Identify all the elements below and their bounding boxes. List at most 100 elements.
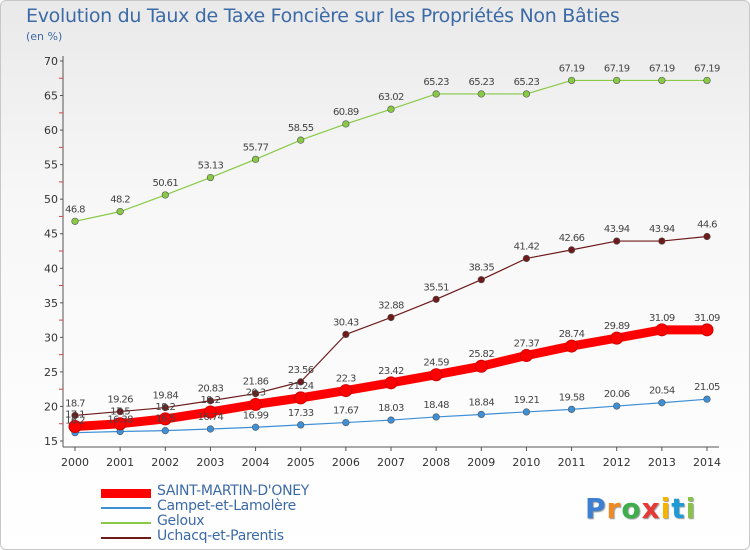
data-label-s2-8: 65.23 [423,77,449,88]
data-label-s3-10: 41.42 [514,241,540,252]
x-tick-label: 2012 [603,456,631,469]
data-point-s1-13 [658,399,666,407]
y-tick-label: 45 [44,228,58,241]
data-point-s0-8 [429,368,443,382]
legend-swatch [101,488,151,498]
data-point-s2-7 [387,105,395,113]
x-tick-label: 2002 [151,456,179,469]
data-point-s2-11 [567,76,576,85]
legend-label: Campet-et-Lamolère [157,498,296,514]
data-label-s3-3: 20.83 [198,384,224,395]
data-label-s0-12: 29.89 [604,321,630,332]
data-point-s2-13 [658,76,666,85]
data-label-s3-14: 44.6 [697,219,717,230]
x-tick-label: 2005 [287,456,315,469]
legend-label: Uchacq-et-Parentis [157,528,284,544]
logo-letter: i [685,492,697,525]
legend-swatch [101,522,151,524]
data-point-s2-2 [161,191,169,199]
data-point-s2-10 [522,90,531,98]
data-label-s2-6: 60.89 [333,107,359,118]
data-point-s3-11 [567,246,576,254]
data-label-s0-2: 18.2 [155,402,175,413]
data-label-s2-7: 63.02 [378,92,404,103]
data-point-s1-6 [342,418,350,427]
data-point-s3-4 [251,390,260,398]
x-tick-label: 2008 [422,456,450,469]
data-label-s1-3: 16.74 [198,412,224,423]
data-label-s1-9: 18.84 [468,397,494,408]
data-label-s3-9: 38.35 [468,263,494,274]
data-label-s1-7: 18.03 [378,403,404,414]
data-label-s0-3: 19.2 [200,395,220,406]
data-label-s2-10: 65.23 [514,77,540,88]
data-point-s1-3 [206,425,215,433]
data-label-s1-14: 21.05 [694,382,720,393]
data-point-s1-11 [567,405,576,413]
y-tick-label: 35 [44,297,58,310]
data-point-s1-10 [522,408,531,416]
x-tick-label: 2003 [196,456,224,469]
data-label-s2-3: 53.13 [198,161,224,172]
data-label-s1-12: 20.06 [604,389,630,400]
data-label-s1-6: 17.67 [333,406,359,417]
data-point-s0-2 [158,412,172,426]
data-point-s1-2 [161,427,169,435]
legend-label: SAINT-MARTIN-D'ONEY [157,483,310,499]
data-point-s1-9 [477,410,485,419]
logo-letter: i [660,492,672,525]
data-label-s2-12: 67.19 [604,63,630,74]
data-point-s1-5 [297,421,305,429]
x-tick-label: 2014 [693,456,721,469]
data-point-s3-12 [613,237,621,245]
data-label-s3-11: 42.66 [559,233,585,244]
data-label-s0-1: 17.5 [110,407,130,418]
chart-title: Evolution du Taux de Taxe Foncière sur l… [26,5,620,27]
data-point-s2-3 [206,173,215,182]
data-label-s1-2: 16.5 [155,414,175,425]
data-label-s2-4: 55.77 [243,142,269,153]
data-point-s2-14 [703,76,711,85]
y-unit-label: (en %) [26,30,63,43]
proxiti-logo: Proxiti [585,492,696,525]
x-tick-label: 2007 [377,456,405,469]
y-tick-label: 15 [44,435,58,448]
y-tick-label: 40 [44,262,58,275]
data-label-s3-5: 23.56 [288,365,314,376]
data-point-s3-10 [522,254,531,263]
data-point-s3-3 [206,397,215,405]
data-point-s0-14 [700,323,714,337]
data-label-s3-1: 19.26 [107,395,133,406]
data-point-s3-0 [71,411,79,420]
data-label-s0-10: 27.37 [514,339,540,350]
x-tick-label: 2000 [61,456,89,469]
data-point-s2-6 [342,120,350,128]
data-point-s0-0 [68,419,82,433]
data-label-s2-1: 48.2 [110,195,130,206]
data-point-s0-6 [339,384,353,398]
data-point-s3-8 [432,295,440,303]
logo-letter: x [641,492,661,525]
data-point-s1-8 [432,413,440,421]
data-label-s0-5: 21.24 [288,381,314,392]
data-label-s2-0: 46.8 [65,204,85,215]
data-point-s0-4 [249,397,263,411]
x-tick-label: 2004 [242,456,270,469]
data-label-s3-0: 18.7 [65,398,85,409]
data-point-s2-0 [71,217,79,225]
data-label-s2-14: 67.19 [694,63,720,74]
data-point-s0-9 [474,359,488,373]
x-tick-label: 2009 [467,456,495,469]
data-point-s3-14 [703,232,711,241]
data-label-s3-2: 19.84 [152,391,178,402]
logo-letter: t [671,492,686,525]
logo-letter: P [585,492,607,525]
data-point-s0-3 [203,405,217,419]
y-tick-label: 55 [44,159,58,172]
data-point-s3-2 [161,403,169,412]
data-label-s2-5: 58.55 [288,123,314,134]
data-label-s0-14: 31.09 [694,313,720,324]
data-label-s0-4: 20.3 [246,387,266,398]
data-point-s2-5 [297,136,305,144]
